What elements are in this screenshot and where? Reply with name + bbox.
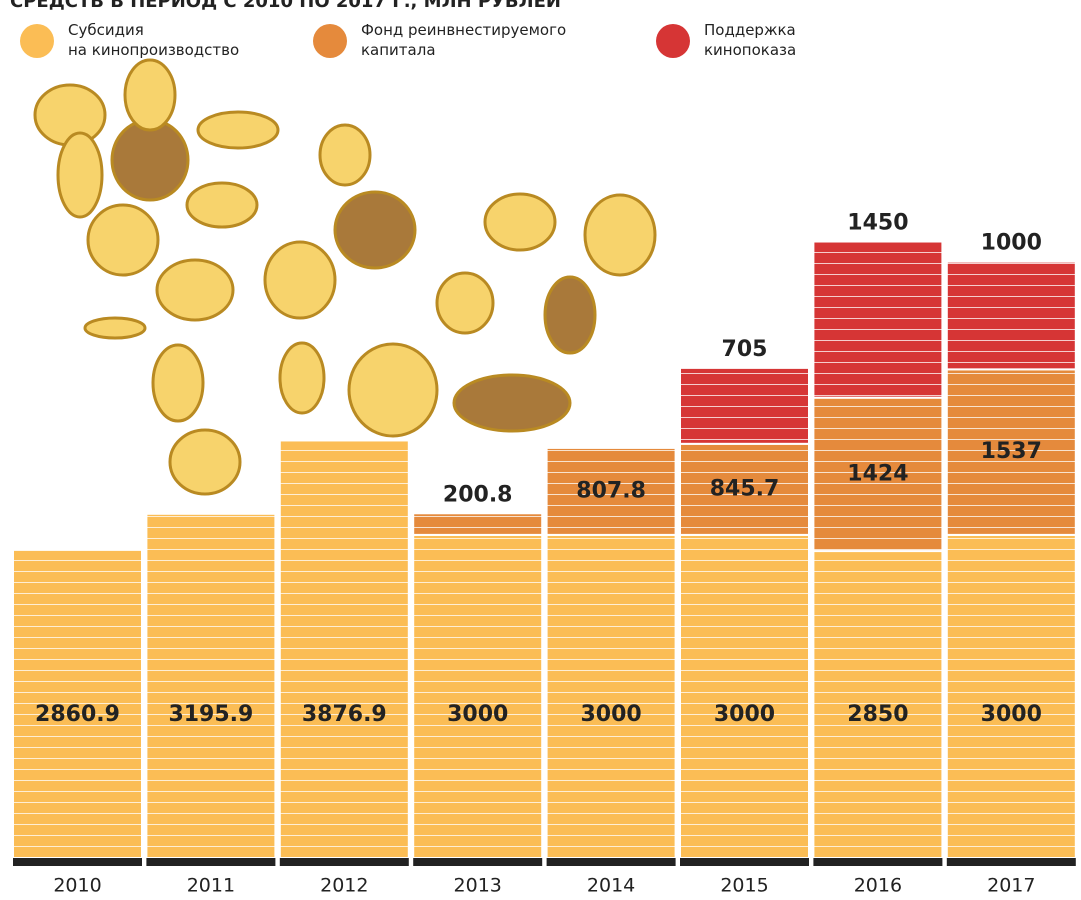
legend-marker <box>656 24 690 58</box>
bar-segment <box>947 262 1076 370</box>
bar-segment <box>947 535 1076 858</box>
baseline-strip <box>13 858 142 866</box>
x-tick-label: 2010 <box>53 875 101 897</box>
value-label: 2860.9 <box>35 702 120 727</box>
value-label: 200.8 <box>443 482 513 507</box>
x-tick-label: 2013 <box>454 875 502 897</box>
bar-segment <box>413 513 542 535</box>
value-label: 705 <box>722 337 768 362</box>
value-label: 3000 <box>580 702 641 727</box>
baseline-strip <box>280 858 409 866</box>
value-label: 3876.9 <box>302 702 387 727</box>
x-tick-label: 2017 <box>987 875 1035 897</box>
bar-segment <box>413 535 542 858</box>
bar-segment <box>680 535 809 858</box>
baseline-strip <box>547 858 676 866</box>
legend-marker <box>313 24 347 58</box>
value-label: 1450 <box>847 211 908 236</box>
value-label: 1424 <box>847 461 908 486</box>
value-label: 3000 <box>447 702 508 727</box>
baseline-strip <box>146 858 275 866</box>
baseline-strip <box>680 858 809 866</box>
coins-decoration <box>35 60 655 494</box>
bar-segment <box>547 535 676 858</box>
bar-segment <box>280 440 409 858</box>
legend-label: Фонд реинвнестируемого капитала <box>361 20 566 60</box>
value-label: 3000 <box>714 702 775 727</box>
value-label: 3195.9 <box>168 702 253 727</box>
chart-title: СРЕДСТВ В ПЕРИОД С 2010 ПО 2017 Г., МЛН … <box>10 0 561 12</box>
value-label: 845.7 <box>710 476 780 501</box>
baseline-strip <box>947 858 1076 866</box>
legend-marker <box>20 24 54 58</box>
x-tick-label: 2016 <box>854 875 902 897</box>
baseline-strip <box>413 858 542 866</box>
x-tick-label: 2011 <box>187 875 235 897</box>
x-tick-label: 2014 <box>587 875 635 897</box>
bar-segment <box>146 514 275 858</box>
chart: СРЕДСТВ В ПЕРИОД С 2010 ПО 2017 Г., МЛН … <box>0 0 1081 900</box>
legend-label: Поддержка кинопоказа <box>704 20 796 60</box>
value-label: 807.8 <box>576 478 646 503</box>
legend-label: Субсидия на кинопроизводство <box>68 20 239 60</box>
baseline-strip <box>813 858 942 866</box>
value-label: 1000 <box>981 231 1042 256</box>
value-label: 1537 <box>981 439 1042 464</box>
bar-segment <box>813 242 942 398</box>
bar-segment <box>680 368 809 444</box>
x-tick-label: 2012 <box>320 875 368 897</box>
x-tick-label: 2015 <box>720 875 768 897</box>
value-label: 3000 <box>981 702 1042 727</box>
value-label: 2850 <box>847 702 908 727</box>
page: СРЕДСТВ В ПЕРИОД С 2010 ПО 2017 Г., МЛН … <box>0 0 1081 900</box>
